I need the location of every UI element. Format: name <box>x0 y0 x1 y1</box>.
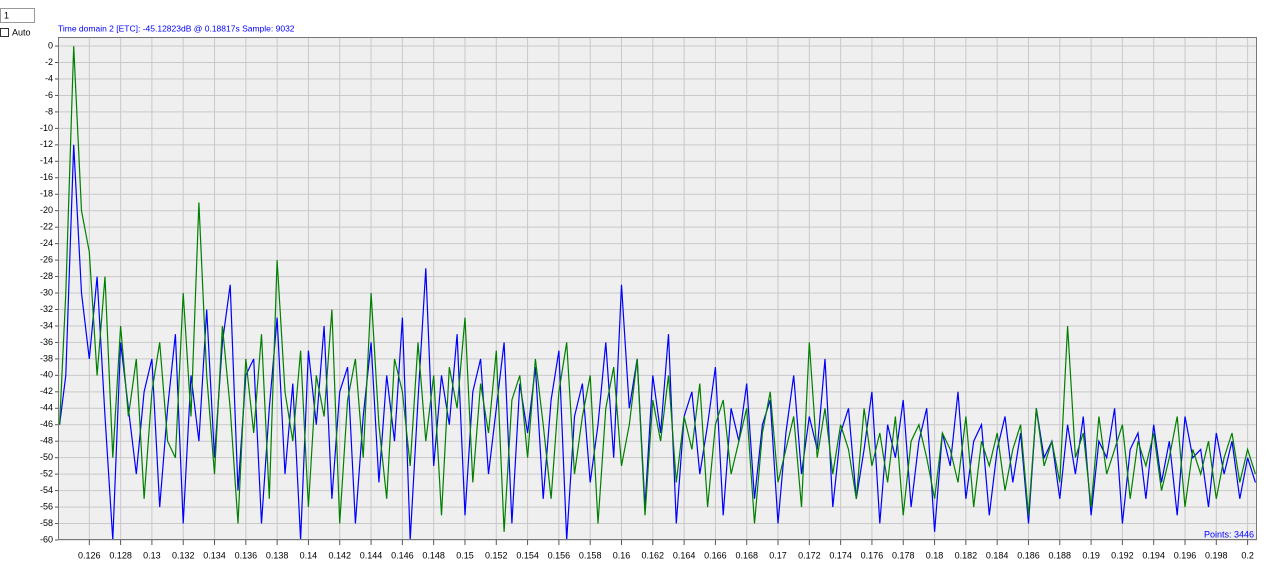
x-tick-label: 0.156 <box>548 550 571 560</box>
x-tick-label: 0.184 <box>986 550 1009 560</box>
plot-border <box>58 37 1257 540</box>
y-tick-label: -22 <box>40 222 53 232</box>
y-tick-label: -26 <box>40 254 53 264</box>
x-tick-label: 0.13 <box>143 550 161 560</box>
x-tick-label: 0.128 <box>109 550 132 560</box>
data-line <box>59 46 1256 532</box>
y-tick-label: -16 <box>40 172 53 182</box>
x-tick-label: 0.164 <box>673 550 696 560</box>
y-tick-label: -44 <box>40 403 53 413</box>
x-tick-label: 0.144 <box>360 550 383 560</box>
y-tick-label: -12 <box>40 139 53 149</box>
x-tick-label: 0.134 <box>203 550 226 560</box>
checkbox-label[interactable]: Auto <box>12 27 31 37</box>
checkbox[interactable] <box>0 28 9 37</box>
y-tick-label: -50 <box>40 452 53 462</box>
x-tick-label: 0.2 <box>1241 550 1254 560</box>
input-value[interactable]: 1 <box>4 10 9 20</box>
y-tick-label: -56 <box>40 501 53 511</box>
y-tick-label: -2 <box>45 57 53 67</box>
y-tick-label: -40 <box>40 370 53 380</box>
y-tick-label: -42 <box>40 386 53 396</box>
x-tick-label: 0.168 <box>735 550 758 560</box>
y-tick-label: -24 <box>40 238 53 248</box>
y-tick-label: -58 <box>40 518 53 528</box>
y-tick-label: -48 <box>40 436 53 446</box>
x-tick-label: 0.158 <box>579 550 602 560</box>
number-input[interactable] <box>0 8 35 23</box>
data-line <box>59 144 1256 540</box>
x-tick-label: 0.194 <box>1142 550 1165 560</box>
y-tick-label: -54 <box>40 485 53 495</box>
x-tick-label: 0.166 <box>704 550 727 560</box>
y-tick-label: -10 <box>40 123 53 133</box>
x-tick-label: 0.196 <box>1174 550 1197 560</box>
x-tick-label: 0.136 <box>235 550 258 560</box>
y-tick-label: -38 <box>40 353 53 363</box>
x-tick-label: 0.15 <box>456 550 474 560</box>
x-tick-label: 0.186 <box>1017 550 1040 560</box>
x-tick-label: 0.148 <box>422 550 445 560</box>
x-tick-label: 0.132 <box>172 550 195 560</box>
x-tick-label: 0.18 <box>926 550 944 560</box>
x-tick-label: 0.146 <box>391 550 414 560</box>
x-tick-label: 0.198 <box>1205 550 1228 560</box>
x-tick-label: 0.188 <box>1049 550 1072 560</box>
y-tick-label: -30 <box>40 287 53 297</box>
x-tick-label: 0.154 <box>516 550 539 560</box>
x-tick-label: 0.126 <box>78 550 101 560</box>
x-tick-label: 0.138 <box>266 550 289 560</box>
x-tick-label: 0.174 <box>829 550 852 560</box>
y-tick-label: -34 <box>40 320 53 330</box>
x-tick-label: 0.182 <box>955 550 978 560</box>
y-tick-label: -46 <box>40 419 53 429</box>
x-tick-label: 0.19 <box>1082 550 1100 560</box>
y-tick-label: -14 <box>40 156 53 166</box>
x-tick-label: 0.17 <box>769 550 787 560</box>
y-tick-label: -4 <box>45 73 53 83</box>
x-tick-label: 0.142 <box>328 550 351 560</box>
y-tick-label: 0 <box>48 40 53 50</box>
y-tick-label: -18 <box>40 189 53 199</box>
y-tick-label: -6 <box>45 90 53 100</box>
y-tick-label: -20 <box>40 205 53 215</box>
x-tick-label: 0.152 <box>485 550 508 560</box>
y-tick-label: -36 <box>40 337 53 347</box>
y-tick-label: -52 <box>40 469 53 479</box>
y-tick-label: -60 <box>40 534 53 544</box>
x-tick-label: 0.192 <box>1111 550 1134 560</box>
x-tick-label: 0.176 <box>861 550 884 560</box>
chart-title: Time domain 2 [ETC]: -45.12823dB @ 0.188… <box>58 23 295 33</box>
points-label: Points: 3446 <box>1204 529 1254 539</box>
x-tick-label: 0.16 <box>613 550 631 560</box>
y-tick-label: -28 <box>40 271 53 281</box>
x-tick-label: 0.172 <box>798 550 821 560</box>
x-tick-label: 0.178 <box>892 550 915 560</box>
x-tick-label: 0.14 <box>300 550 318 560</box>
y-tick-label: -32 <box>40 304 53 314</box>
y-tick-label: -8 <box>45 106 53 116</box>
x-tick-label: 0.162 <box>642 550 665 560</box>
